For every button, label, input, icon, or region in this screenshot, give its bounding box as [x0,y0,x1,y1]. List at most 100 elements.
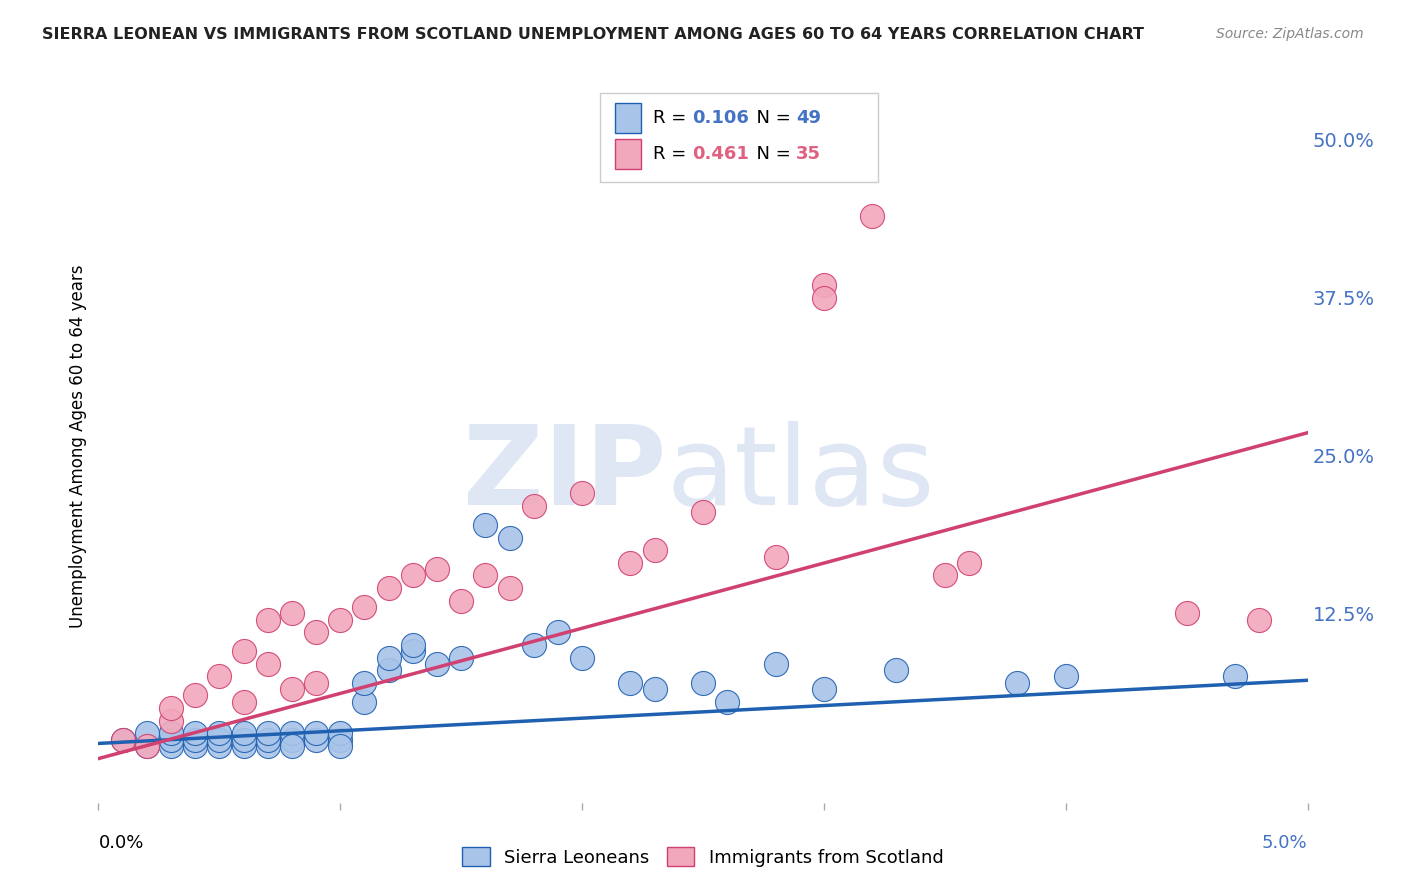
Point [329,726,352,740]
Point [184,739,207,753]
Point [305,732,328,747]
Point [281,739,304,753]
Point [256,739,278,753]
Point [474,517,496,532]
Point [402,638,425,652]
Point [547,625,569,640]
Point [232,739,254,753]
Point [160,701,183,715]
Point [135,739,157,753]
Point [426,657,449,671]
Point [208,732,231,747]
Text: Source: ZipAtlas.com: Source: ZipAtlas.com [1216,27,1364,41]
Text: 0.106: 0.106 [692,110,749,128]
Point [160,732,183,747]
Point [1175,607,1198,621]
Point [184,732,207,747]
Point [692,675,714,690]
Point [208,726,231,740]
Point [523,638,546,652]
Point [860,209,883,223]
Point [256,732,278,747]
Point [305,675,328,690]
Point [256,657,278,671]
Point [256,613,278,627]
Point [571,650,593,665]
Point [619,675,641,690]
Point [644,543,666,558]
Point [208,739,231,753]
Point [160,714,183,728]
Point [765,549,787,564]
Point [232,644,254,658]
Text: 49: 49 [796,110,821,128]
Point [281,732,304,747]
Point [377,581,399,595]
Point [523,499,546,513]
Point [716,695,738,709]
FancyBboxPatch shape [614,139,641,169]
Point [1007,675,1029,690]
Point [474,568,496,582]
Point [305,726,328,740]
Point [934,568,956,582]
Point [184,689,207,703]
Point [232,695,254,709]
Point [813,277,835,292]
Point [498,531,520,545]
Point [426,562,449,576]
Point [111,732,134,747]
Point [644,682,666,697]
Point [1249,613,1271,627]
Point [692,505,714,519]
Text: atlas: atlas [666,421,935,528]
Point [329,613,352,627]
Point [813,682,835,697]
Point [765,657,787,671]
Point [281,726,304,740]
Point [498,581,520,595]
Point [232,726,254,740]
Point [571,486,593,500]
Point [619,556,641,570]
Point [184,726,207,740]
Point [402,568,425,582]
Point [305,625,328,640]
Point [281,607,304,621]
Point [329,732,352,747]
Point [353,695,375,709]
Point [208,669,231,683]
Point [1054,669,1077,683]
Point [1223,669,1246,683]
Text: 35: 35 [796,145,821,163]
Point [353,600,375,615]
Text: N =: N = [745,145,797,163]
Text: 5.0%: 5.0% [1263,834,1308,852]
Text: 0.0%: 0.0% [98,834,143,852]
Point [329,739,352,753]
Text: 0.461: 0.461 [692,145,749,163]
Point [160,726,183,740]
Point [353,675,375,690]
Point [377,650,399,665]
Point [135,726,157,740]
Point [957,556,980,570]
Point [135,739,157,753]
Y-axis label: Unemployment Among Ages 60 to 64 years: Unemployment Among Ages 60 to 64 years [69,264,87,628]
FancyBboxPatch shape [614,103,641,134]
Point [377,663,399,677]
Text: R =: R = [654,145,692,163]
Text: ZIP: ZIP [464,421,666,528]
Point [160,739,183,753]
Point [281,682,304,697]
Point [450,593,472,607]
Point [886,663,908,677]
Point [111,732,134,747]
Point [450,650,472,665]
Point [232,732,254,747]
Text: R =: R = [654,110,692,128]
Text: SIERRA LEONEAN VS IMMIGRANTS FROM SCOTLAND UNEMPLOYMENT AMONG AGES 60 TO 64 YEAR: SIERRA LEONEAN VS IMMIGRANTS FROM SCOTLA… [42,27,1144,42]
FancyBboxPatch shape [600,93,879,182]
Point [256,726,278,740]
Legend: Sierra Leoneans, Immigrants from Scotland: Sierra Leoneans, Immigrants from Scotlan… [453,838,953,876]
